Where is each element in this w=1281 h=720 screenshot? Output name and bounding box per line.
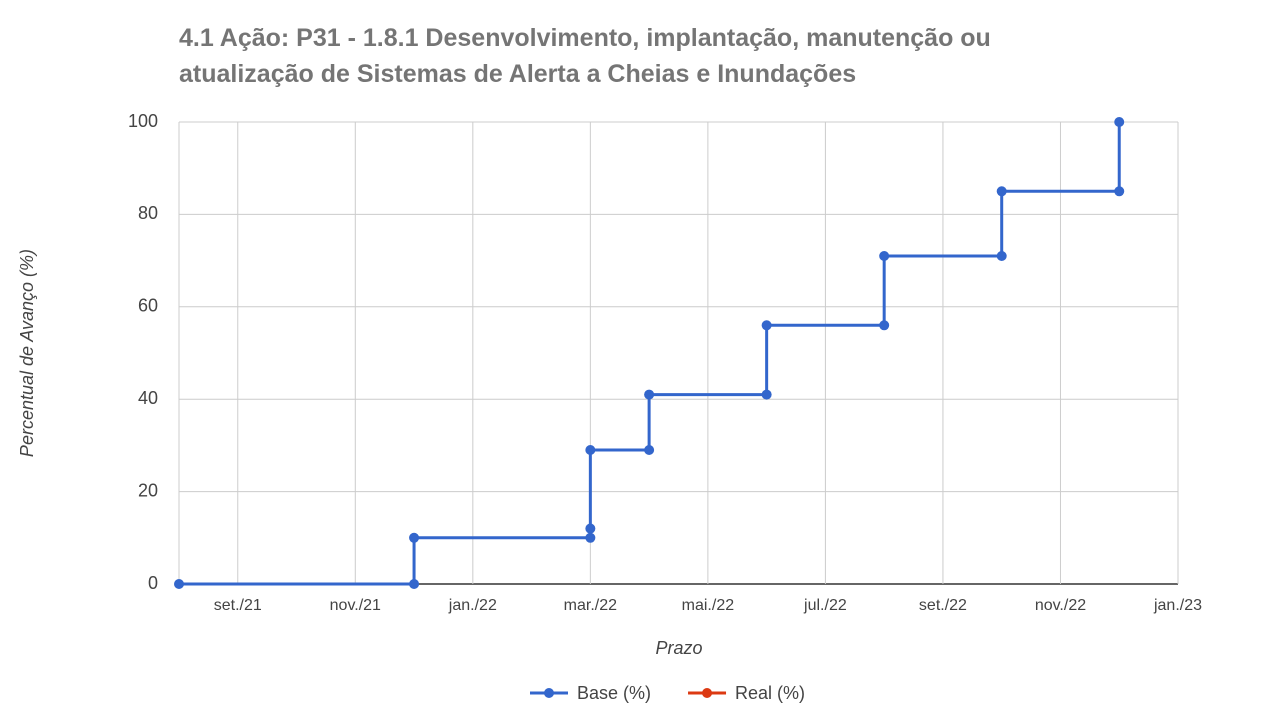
y-tick-label: 80: [138, 203, 158, 223]
y-tick-label: 100: [128, 111, 158, 131]
data-point: [644, 389, 655, 400]
legend-label: Base (%): [577, 683, 651, 703]
data-line: [179, 122, 1121, 586]
data-point: [585, 532, 596, 543]
data-point: [879, 250, 890, 261]
x-tick-label: jan./23: [1153, 597, 1202, 614]
legend-marker: [544, 688, 554, 698]
x-tick-label: nov./21: [330, 597, 381, 614]
x-tick-label: jan./22: [448, 597, 497, 614]
data-point: [644, 445, 655, 456]
data-point: [409, 579, 420, 589]
data-point: [174, 579, 184, 589]
data-point: [879, 320, 890, 331]
data-point: [996, 186, 1007, 197]
legend-label: Real (%): [735, 683, 805, 703]
x-tick-label: jul./22: [803, 597, 847, 614]
y-axis-label: Percentual de Avanço (%): [17, 249, 37, 457]
y-tick-label: 0: [148, 573, 158, 593]
data-point: [761, 320, 772, 331]
data-point: [761, 389, 772, 400]
x-tick-label: set./21: [214, 597, 262, 614]
y-tick-label: 20: [138, 480, 158, 500]
x-tick-label: mar./22: [564, 597, 617, 614]
x-tick-label: mai./22: [682, 597, 735, 614]
data-point: [585, 445, 596, 456]
data-point: [1114, 117, 1125, 127]
chart-title: 4.1 Ação: P31 - 1.8.1 Desenvolvimento, i…: [179, 24, 991, 88]
data-point: [409, 532, 420, 543]
y-tick-label: 60: [138, 296, 158, 316]
data-point: [1114, 186, 1125, 197]
x-tick-label: nov./22: [1035, 597, 1086, 614]
legend-marker: [702, 688, 713, 698]
data-point: [996, 250, 1007, 261]
x-tick-label: set./22: [919, 597, 967, 614]
x-axis-label: Prazo: [655, 638, 702, 658]
data-point: [585, 523, 596, 534]
y-tick-label: 40: [138, 388, 158, 408]
